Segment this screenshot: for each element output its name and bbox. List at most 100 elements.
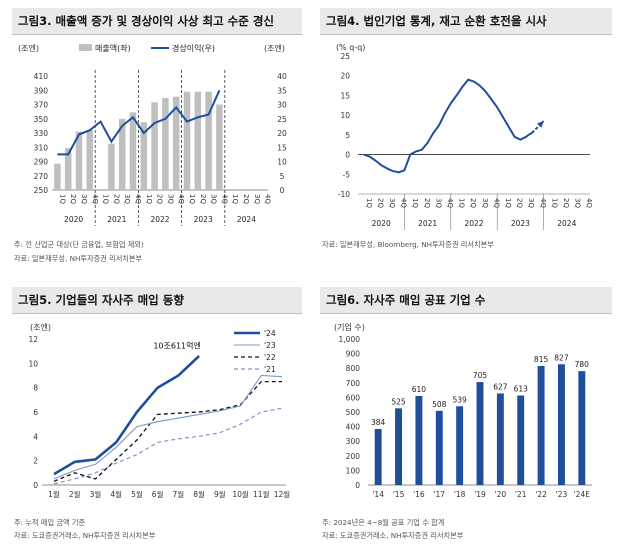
- quarter-tick-label: 4Q: [134, 194, 142, 204]
- year-tick-label: '17: [433, 490, 445, 499]
- legend-profit-label: 경상이익(우): [172, 43, 215, 53]
- sales-bar: [183, 91, 191, 190]
- month-tick-label: 12월: [274, 489, 291, 499]
- sales-profit-chart: (조엔) (조엔)매출액(좌) 경상이익(우)2502702903103303503…: [18, 43, 287, 226]
- quarter-tick-label: 4Q: [446, 198, 454, 208]
- y-tick-label: 100: [346, 466, 361, 475]
- quarter-tick-label: 1Q: [102, 194, 110, 204]
- inventory-cycle-line: [363, 78, 533, 174]
- buyback-line-y21: [53, 407, 283, 485]
- company-count-bar: [476, 382, 484, 485]
- figure-6-note: 주: 2024년은 4~8월 공표 기업 수 합계: [322, 518, 445, 527]
- quarter-tick-label: 1Q: [145, 194, 153, 204]
- y-tick-label: 6: [33, 408, 38, 417]
- figure-6-title: 그림6. 자사주 매입 공표 기업 수: [320, 287, 612, 313]
- year-tick-label: '23: [556, 490, 568, 499]
- quarter-tick-label: 2Q: [242, 194, 250, 204]
- figure-4-title: 그림4. 법인기업 통계, 재고 순환 호전을 시사: [320, 8, 612, 34]
- y-tick-label: 10: [28, 359, 38, 368]
- y-tick-label: 25: [340, 52, 350, 61]
- figure-3-title: 그림3. 매출액 증가 및 경상이익 사상 최고 수준 경신: [12, 8, 302, 34]
- legend-sales-swatch: [79, 44, 92, 51]
- y-tick-label: -5: [343, 170, 351, 179]
- sales-bar: [118, 118, 126, 190]
- month-tick-label: 9월: [214, 489, 226, 499]
- y-tick-label: 300: [346, 437, 361, 446]
- month-tick-label: 11월: [253, 489, 270, 499]
- figure-6-title-rule: [320, 313, 612, 314]
- month-tick-label: 5월: [131, 489, 143, 499]
- right-tick-label: 10: [277, 158, 287, 167]
- year-tick-label: '21: [515, 490, 527, 499]
- sales-bar: [108, 143, 115, 190]
- y-tick-label: -10: [338, 190, 350, 199]
- quarter-tick-label: 3Q: [123, 194, 131, 204]
- right-tick-label: 0: [280, 186, 285, 195]
- y-tick-label: 600: [346, 393, 361, 402]
- quarter-tick-label: 3Q: [527, 198, 535, 208]
- right-tick-label: 20: [277, 129, 287, 138]
- y-tick-label: 200: [346, 452, 361, 461]
- y-axis-unit: (% q-q): [336, 43, 365, 52]
- y-tick-label: 5: [345, 131, 350, 140]
- figure-5-note: 주: 누적 매입 금액 기준: [14, 518, 86, 527]
- buyback-line-y23: [53, 374, 283, 480]
- year-tick-label: '18: [454, 490, 466, 499]
- month-tick-label: 6월: [152, 489, 164, 499]
- quarter-tick-label: 1Q: [231, 194, 239, 204]
- y-tick-label: 4: [33, 432, 38, 441]
- figure-3-panel: 그림3. 매출액 증가 및 경상이익 사상 최고 수준 경신 (조엔) (조엔) 매…: [12, 8, 302, 270]
- month-tick-label: 7월: [173, 489, 185, 499]
- quarter-tick-label: 3Q: [434, 198, 442, 208]
- quarter-tick-label: 4Q: [492, 198, 500, 208]
- bar-value-label: 525: [391, 397, 406, 406]
- figure-6-source: 자료: 도쿄증권거래소, NH투자증권 리서치본부: [322, 531, 464, 540]
- company-count-bar: [537, 366, 545, 485]
- y-tick-label: 15: [340, 91, 350, 100]
- legend-label: '21: [264, 365, 276, 374]
- buyback-companies-chart: (기업 수) 0 100 200 300 400 500 600 700 800 900 1,000 3…: [334, 323, 592, 499]
- year-label: 2021: [418, 219, 437, 228]
- quarter-tick-label: 4Q: [585, 198, 593, 208]
- month-tick-label: 2월: [69, 489, 81, 499]
- company-count-bar: [435, 410, 443, 485]
- company-count-bar: [496, 393, 504, 485]
- bar-value-label: 539: [452, 395, 467, 404]
- bar-value-label: 815: [534, 355, 549, 364]
- figure-4-title-rule: [320, 34, 612, 35]
- year-tick-label: '22: [535, 490, 547, 499]
- y-tick-label: 900: [346, 350, 361, 359]
- quarter-tick-label: 3Q: [80, 194, 88, 204]
- bar-value-label: 613: [514, 385, 529, 394]
- y-axis-unit: (조엔): [30, 322, 51, 332]
- company-count-bar: [578, 371, 586, 485]
- month-tick-label: 4월: [110, 489, 122, 499]
- legend-label: '23: [264, 341, 276, 350]
- quarter-tick-label: 1Q: [458, 198, 466, 208]
- left-tick-label: 290: [34, 158, 49, 167]
- projection-dashed-line: [531, 120, 545, 134]
- year-label: 2024: [557, 219, 576, 228]
- quarter-tick-label: 3Q: [253, 194, 261, 204]
- y-tick-label: 2: [33, 457, 38, 466]
- year-label: 2021: [107, 215, 126, 224]
- right-tick-label: 5: [280, 172, 285, 181]
- quarter-tick-label: 2Q: [156, 194, 164, 204]
- y-tick-label: 0: [33, 481, 38, 490]
- year-tick-label: '24E: [574, 490, 591, 499]
- left-tick-label: 270: [34, 172, 49, 181]
- bar-value-label: 627: [493, 382, 508, 391]
- right-tick-label: 15: [277, 143, 287, 152]
- buyback-cumulative-chart: (조엔) 0 2 4 6 8 10 12 1월 2월 3월 4월 5월 6월 7월 8월 9월 10월 11월 12월…: [28, 322, 291, 499]
- quarter-tick-label: 4Q: [220, 194, 228, 204]
- quarter-tick-label: 3Q: [574, 198, 582, 208]
- buyback-line-y24: [53, 355, 200, 476]
- sales-bar: [129, 112, 137, 190]
- figure-5-title-rule: [12, 313, 302, 314]
- sales-bar: [151, 102, 158, 190]
- legend-sales-label: 매출액(좌): [95, 43, 131, 53]
- profit-line: [57, 89, 221, 156]
- quarter-tick-label: 3Q: [388, 198, 396, 208]
- bar-value-label: 780: [575, 360, 590, 369]
